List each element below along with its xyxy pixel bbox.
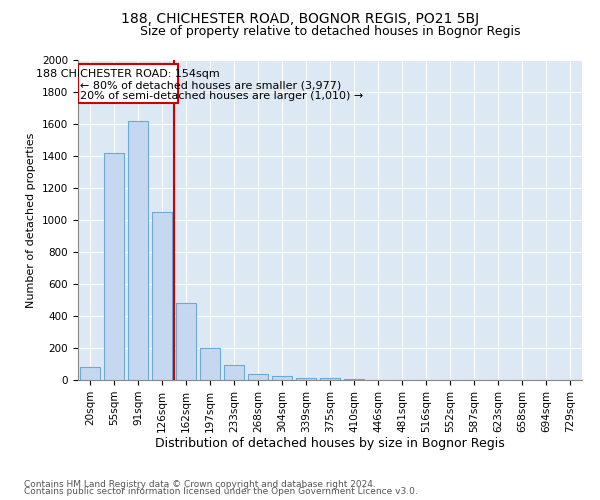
Bar [104, 153, 124, 380]
Text: 188, CHICHESTER ROAD, BOGNOR REGIS, PO21 5BJ: 188, CHICHESTER ROAD, BOGNOR REGIS, PO21… [121, 12, 479, 26]
Title: Size of property relative to detached houses in Bognor Regis: Size of property relative to detached ho… [140, 25, 520, 38]
Bar [152, 212, 172, 380]
Text: ← 80% of detached houses are smaller (3,977): ← 80% of detached houses are smaller (3,… [80, 80, 341, 90]
Y-axis label: Number of detached properties: Number of detached properties [26, 132, 37, 308]
Bar [176, 303, 196, 380]
FancyBboxPatch shape [79, 64, 178, 103]
Text: Contains public sector information licensed under the Open Government Licence v3: Contains public sector information licen… [24, 487, 418, 496]
Bar [296, 378, 316, 380]
Bar [200, 348, 220, 380]
Bar [344, 379, 364, 380]
Text: 20% of semi-detached houses are larger (1,010) →: 20% of semi-detached houses are larger (… [80, 90, 364, 101]
X-axis label: Distribution of detached houses by size in Bognor Regis: Distribution of detached houses by size … [155, 438, 505, 450]
Bar [80, 367, 100, 380]
Bar [272, 376, 292, 380]
Bar [128, 121, 148, 380]
Bar [248, 374, 268, 380]
Bar [320, 378, 340, 380]
Text: 188 CHICHESTER ROAD: 154sqm: 188 CHICHESTER ROAD: 154sqm [36, 68, 220, 78]
Bar [224, 365, 244, 380]
Text: Contains HM Land Registry data © Crown copyright and database right 2024.: Contains HM Land Registry data © Crown c… [24, 480, 376, 489]
